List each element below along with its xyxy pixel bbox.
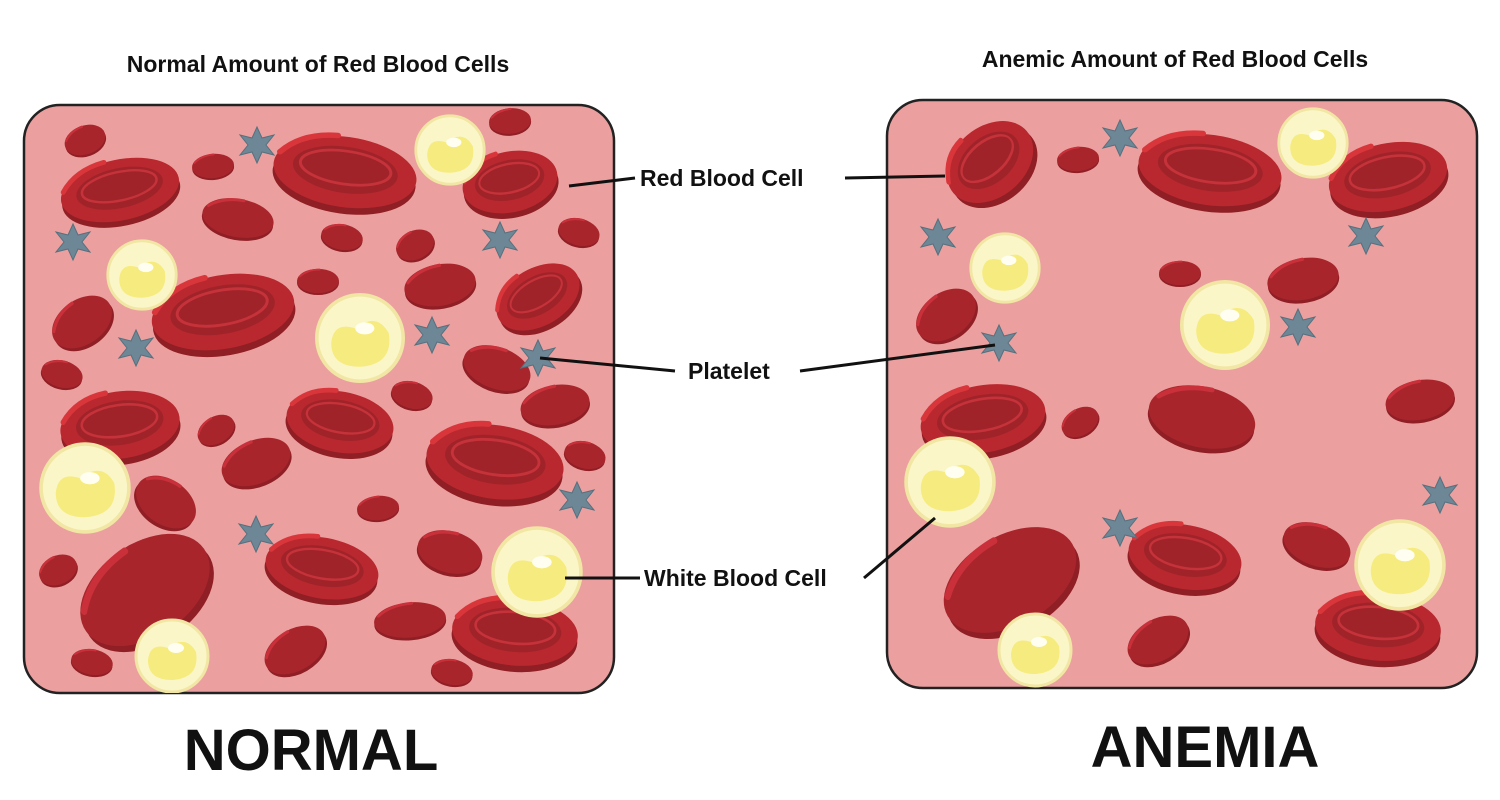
label-red-blood-cell: Red Blood Cell xyxy=(640,165,804,191)
normal-blood-panel xyxy=(22,103,616,695)
anemia-caption: ANEMIA xyxy=(1091,715,1320,780)
label-white-blood-cell: White Blood Cell xyxy=(644,565,827,591)
normal-panel-title: Normal Amount of Red Blood Cells xyxy=(127,51,510,77)
leader-lines xyxy=(539,174,996,580)
anemia-panel-title: Anemic Amount of Red Blood Cells xyxy=(982,46,1368,72)
normal-caption: NORMAL xyxy=(184,718,439,783)
label-platelet: Platelet xyxy=(688,358,770,384)
anemia-blood-panel xyxy=(885,98,1479,690)
